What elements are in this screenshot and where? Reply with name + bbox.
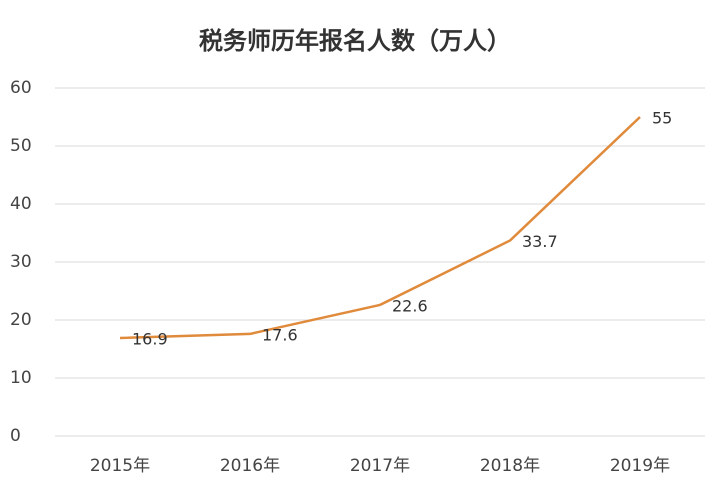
data-label: 16.9 [132, 329, 168, 348]
y-tick-label: 40 [10, 194, 32, 214]
x-tick-label: 2016年 [220, 456, 280, 476]
y-tick-label: 0 [10, 426, 21, 446]
x-tick-label: 2015年 [90, 456, 150, 476]
chart-title: 税务师历年报名人数（万人） [199, 27, 511, 55]
data-label: 55 [652, 109, 672, 128]
x-tick-label: 2018年 [480, 456, 540, 476]
data-label: 33.7 [522, 232, 558, 251]
data-line [119, 116, 641, 340]
x-tick-label: 2017年 [350, 456, 410, 476]
data-label: 17.6 [262, 325, 298, 344]
y-tick-label: 10 [10, 368, 32, 388]
y-tick-label: 60 [10, 78, 32, 98]
data-label: 22.6 [392, 296, 428, 315]
y-tick-label: 30 [10, 252, 32, 272]
y-tick-label: 50 [10, 136, 32, 156]
y-tick-label: 20 [10, 310, 32, 330]
x-tick-label: 2019年 [610, 456, 670, 476]
